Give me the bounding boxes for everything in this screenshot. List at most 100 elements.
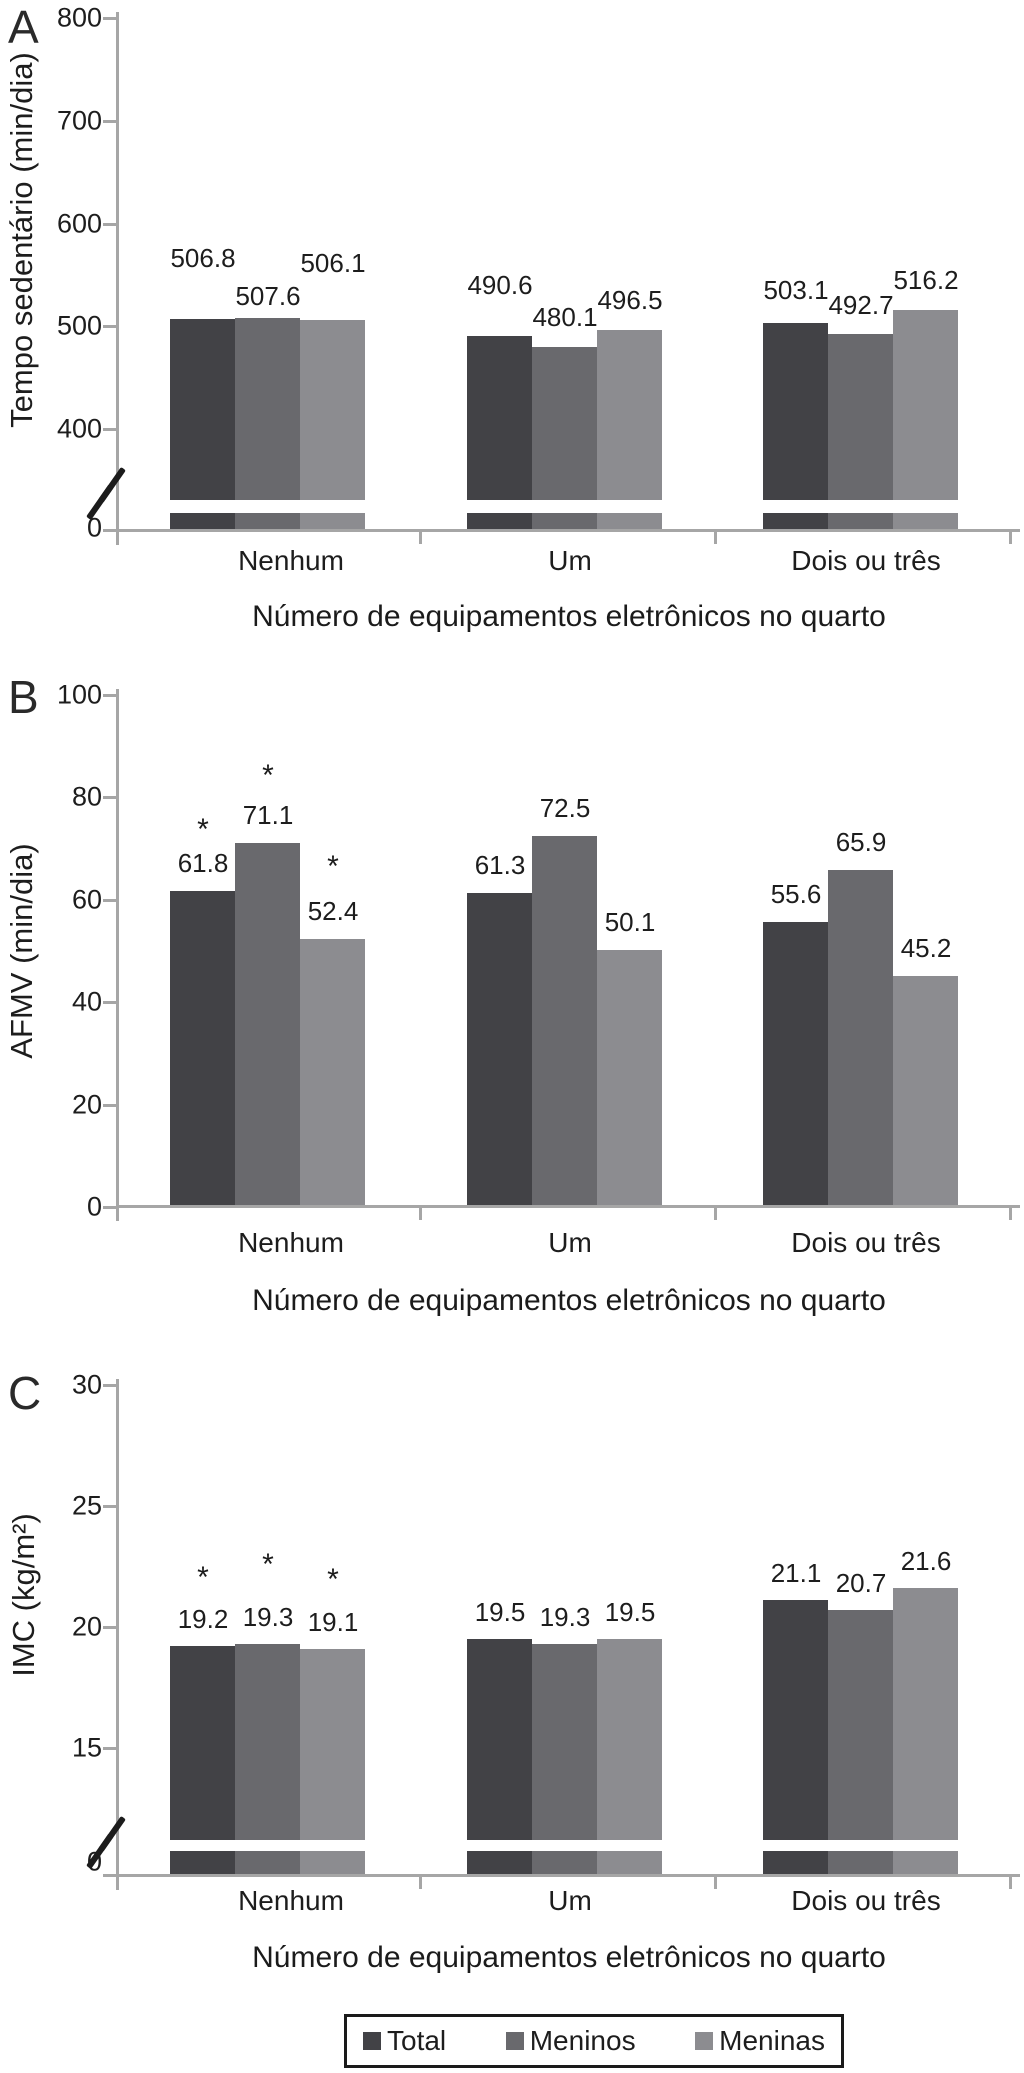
x-axis-title-b: Número de equipamentos eletrônicos no qu… [252, 1284, 886, 1317]
y-tick-mark [103, 529, 118, 532]
panel-label-c: C [8, 1367, 42, 1419]
value-label: 496.5 [597, 285, 663, 315]
bar-meninas [893, 1588, 958, 1840]
value-label: 480.1 [532, 302, 598, 332]
y-tick-label: 20 [71, 1089, 102, 1120]
x-category-label: Um [548, 1227, 592, 1258]
bar-meninas-stub [300, 1851, 365, 1876]
y-tick-mark [103, 17, 118, 20]
legend: Total Meninos Meninas [344, 2014, 844, 2068]
x-axis-title-a: Número de equipamentos eletrônicos no qu… [252, 600, 886, 633]
y-tick-label: 100 [56, 679, 102, 710]
y-tick-label: 0 [86, 1191, 102, 1222]
value-label: 50.1 [604, 907, 656, 937]
y-tick-mark [103, 1874, 118, 1877]
significance-asterisk: * [262, 1548, 274, 1581]
x-category-label: Dois ou três [791, 1885, 941, 1916]
bar-total [763, 922, 828, 1207]
legend-entries: Total Meninos Meninas [347, 2027, 841, 2055]
significance-asterisk: * [197, 1561, 209, 1594]
bar-meninas-stub [893, 1851, 958, 1876]
significance-asterisk: * [197, 813, 209, 846]
bar-total-stub [170, 513, 235, 531]
legend-swatch-meninas [695, 2032, 714, 2050]
x-tick-mark [419, 1208, 422, 1220]
value-label: 19.2 [177, 1604, 229, 1634]
value-label: 61.3 [474, 850, 526, 880]
axis-break-mark [86, 483, 114, 521]
y-axis-title-a: Tempo sedentário (min/dia) [4, 52, 39, 428]
bar-meninas [300, 939, 365, 1207]
bar-meninas [597, 950, 662, 1207]
bar-meninas [893, 310, 958, 500]
x-tick-mark [1009, 532, 1012, 544]
x-category-label: Nenhum [238, 545, 344, 576]
bar-total [170, 1646, 235, 1840]
bar-meninas [597, 1639, 662, 1840]
y-tick-mark [103, 120, 118, 123]
y-tick-label: 60 [71, 884, 102, 915]
axis-break-mark [98, 1815, 126, 1853]
y-tick-label: 0 [86, 512, 102, 543]
bar-meninas-stub [597, 513, 662, 531]
x-tick-mark [419, 1877, 422, 1889]
bar-meninos-stub [532, 513, 597, 531]
y-tick-mark [103, 694, 118, 697]
panel-label-a: A [8, 1, 39, 53]
y-tick-label: 15 [71, 1732, 102, 1763]
bar-meninos-stub [235, 513, 300, 531]
y-tick-label: 0 [86, 1846, 102, 1877]
y-tick-label: 40 [71, 986, 102, 1017]
y-tick-label: 25 [71, 1490, 102, 1521]
bar-meninas [300, 320, 365, 500]
value-label: 61.8 [177, 848, 229, 878]
bar-meninos [235, 318, 300, 500]
x-tick-mark [714, 532, 717, 544]
value-label: 21.1 [770, 1558, 822, 1588]
y-tick-label: 30 [71, 1369, 102, 1400]
significance-asterisk: * [327, 850, 339, 883]
value-label: 492.7 [828, 290, 894, 320]
value-label: 71.1 [242, 800, 294, 830]
value-label: 507.6 [235, 281, 301, 311]
legend-swatch-meninos [505, 2032, 524, 2050]
legend-entry: Meninas [695, 2027, 825, 2055]
y-tick-label: 700 [56, 105, 102, 136]
bar-meninos [828, 334, 893, 500]
value-label: 72.5 [539, 793, 591, 823]
bar-meninos-stub [828, 513, 893, 531]
x-category-label: Um [548, 1885, 592, 1916]
y-tick-label: 400 [56, 413, 102, 444]
x-tick-mark [714, 1208, 717, 1220]
y-tick-label: 80 [71, 781, 102, 812]
y-tick-label: 20 [71, 1611, 102, 1642]
y-tick-mark [103, 1384, 118, 1387]
legend-label: Total [387, 2025, 447, 2056]
bar-meninos [828, 1610, 893, 1840]
axis-break-mark [98, 466, 126, 504]
bar-total [467, 893, 532, 1207]
y-tick-mark [103, 796, 118, 799]
value-label: 19.5 [604, 1597, 656, 1627]
bar-meninos [828, 870, 893, 1207]
y-axis-title-c: IMC (kg/m²) [6, 1513, 41, 1677]
bar-meninas [300, 1649, 365, 1840]
bar-total-stub [467, 513, 532, 531]
y-tick-label: 600 [56, 208, 102, 239]
x-axis-title-c: Número de equipamentos eletrônicos no qu… [252, 1941, 886, 1974]
value-label: 506.1 [300, 248, 366, 278]
y-axis-line [116, 689, 119, 1221]
bar-total [467, 1639, 532, 1840]
significance-asterisk: * [327, 1563, 339, 1596]
y-axis-title-b: AFMV (min/dia) [4, 843, 39, 1059]
x-tick-mark [1009, 1877, 1012, 1889]
value-label: 65.9 [835, 827, 887, 857]
y-tick-mark [103, 899, 118, 902]
bar-meninas [893, 976, 958, 1207]
y-tick-mark [103, 1104, 118, 1107]
bar-total-stub [763, 513, 828, 531]
